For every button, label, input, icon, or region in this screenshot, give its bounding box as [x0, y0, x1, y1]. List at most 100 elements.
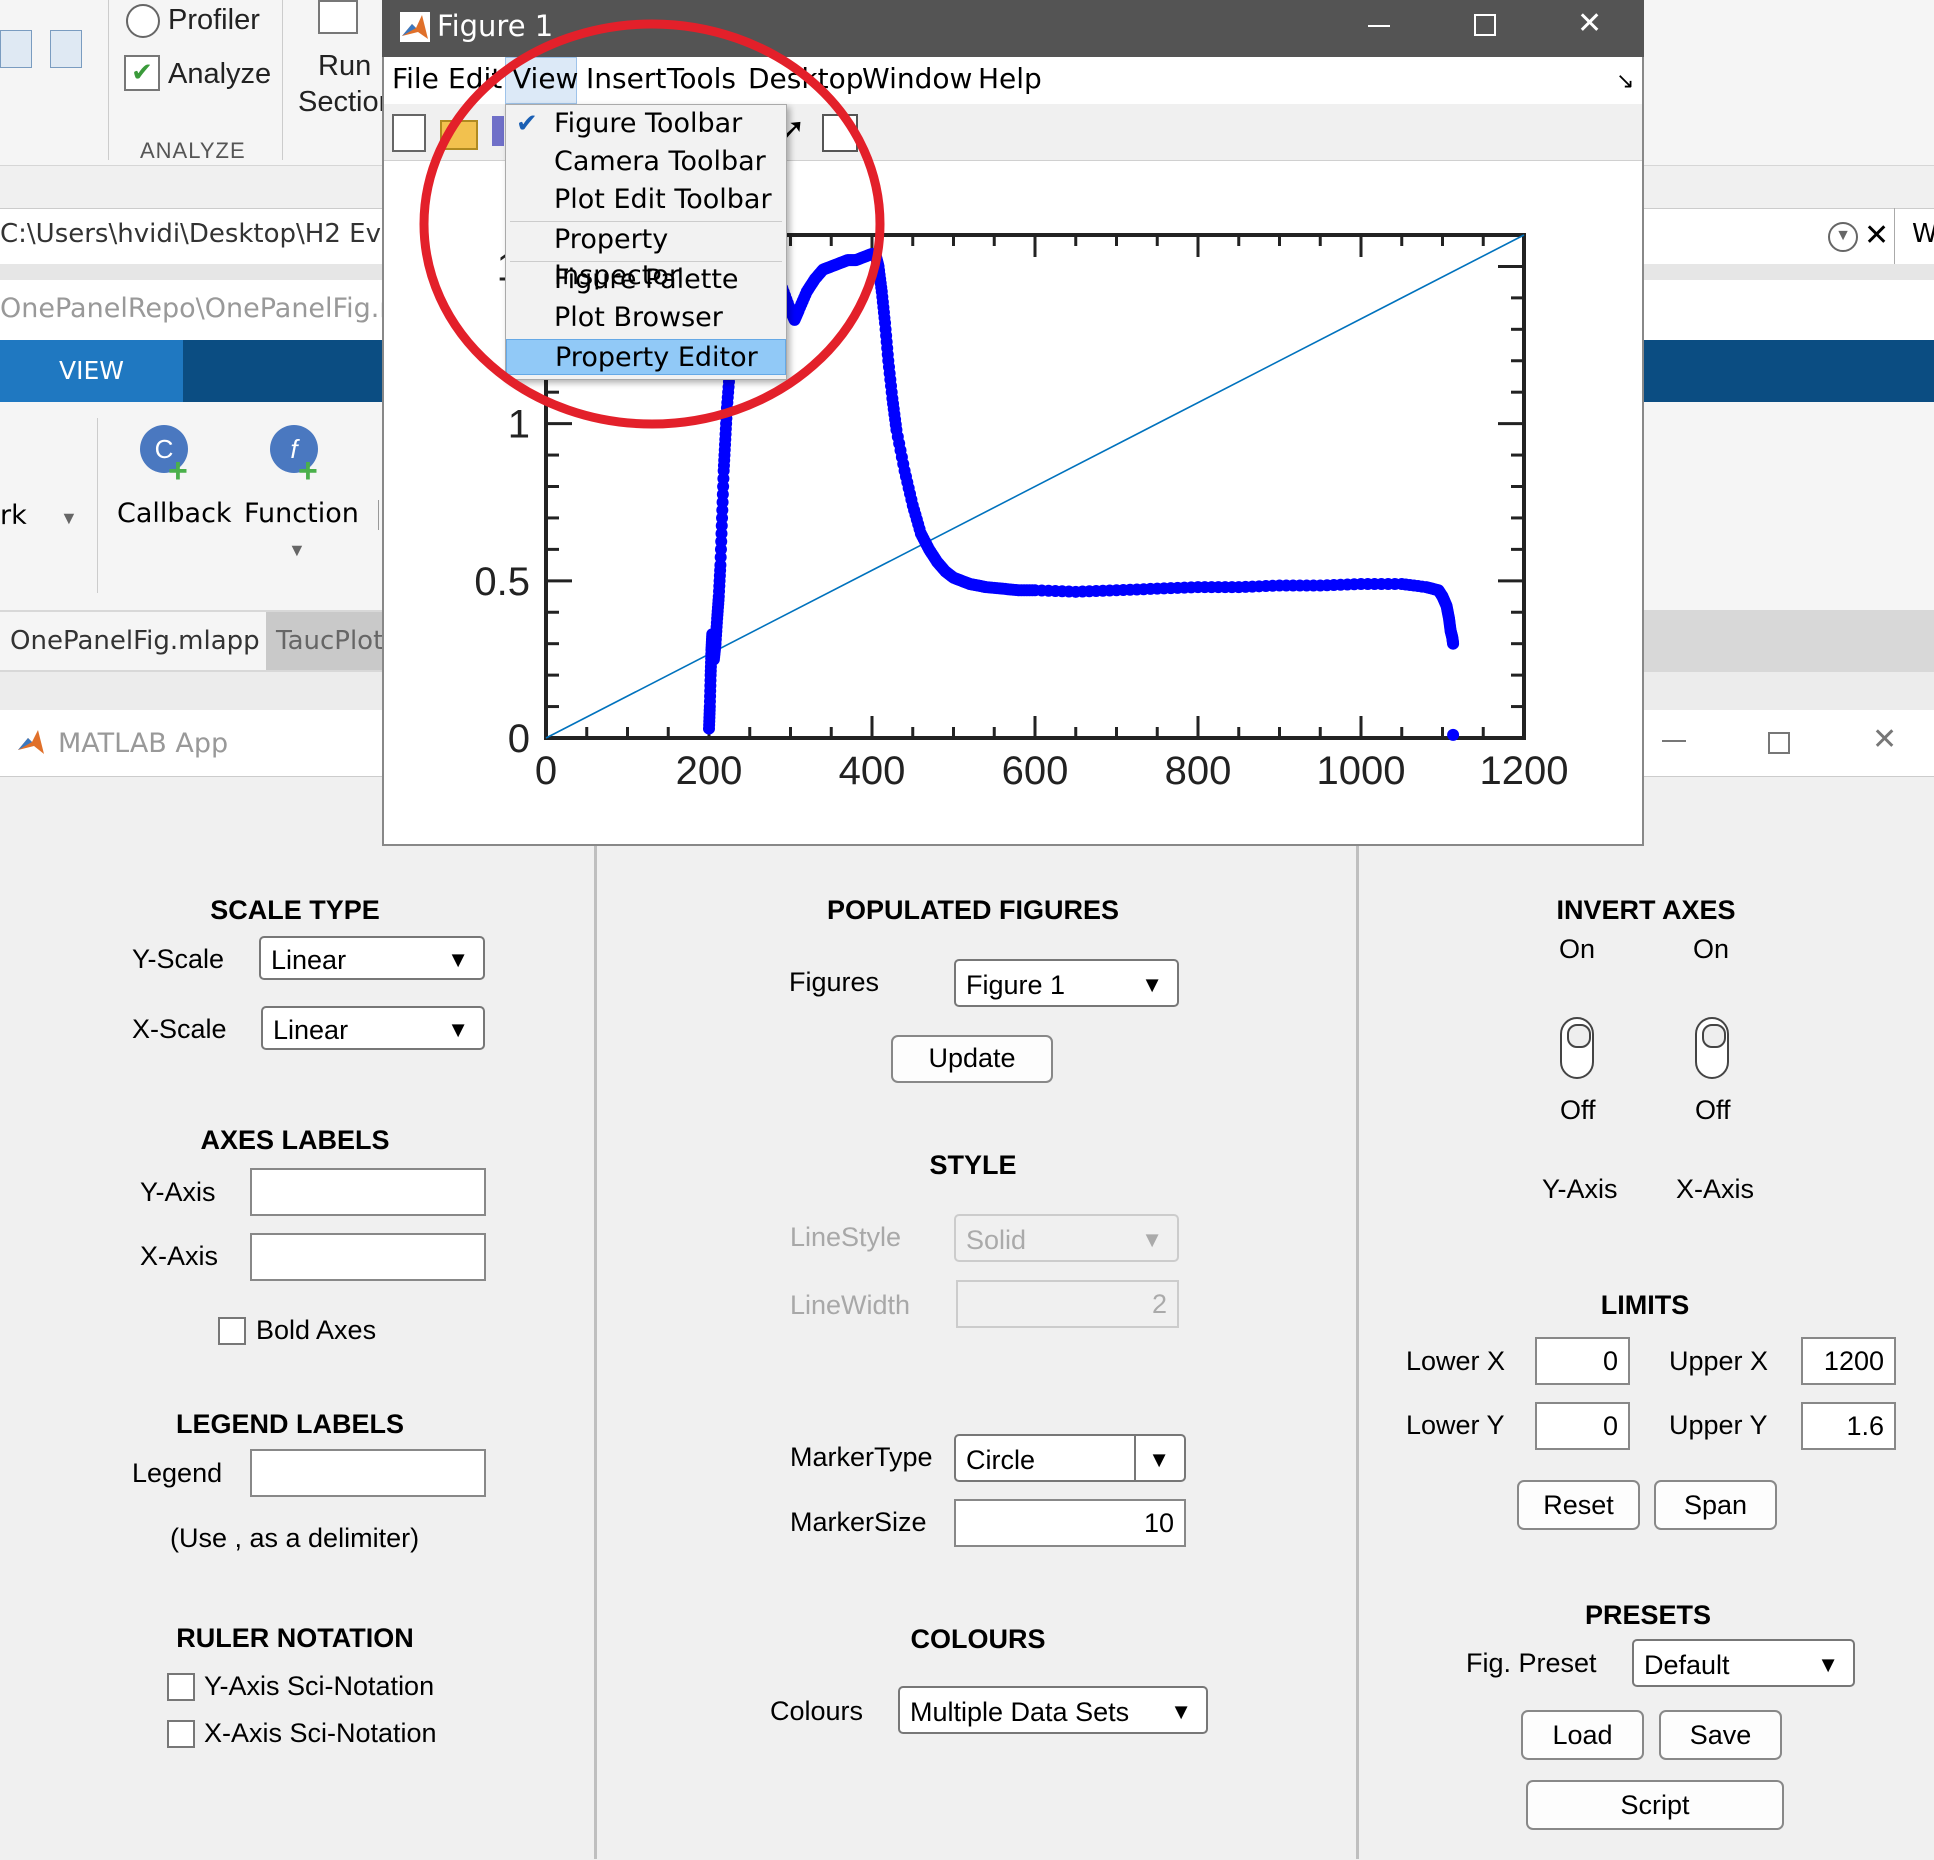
lower-y-input[interactable]: 0 [1535, 1402, 1630, 1450]
current-folder-path[interactable]: C:\Users\hvidi\Desktop\H2 Evolu [0, 219, 421, 249]
chevron-down-icon[interactable]: ▼ [288, 540, 306, 560]
tab-onepanelfig[interactable]: OnePanelFig.mlapp ✖ [0, 612, 275, 713]
x-tick-label: 400 [839, 749, 906, 793]
x-axis-invert-toggle[interactable] [1695, 1017, 1729, 1079]
profiler-button[interactable]: Profiler [168, 4, 260, 36]
invert-axes-header: INVERT AXES [1556, 895, 1736, 925]
ribbon-icon-1[interactable] [0, 30, 32, 68]
menu-item-property-inspector[interactable]: Property Inspector [554, 224, 680, 291]
x-invert-on-label: On [1693, 934, 1730, 964]
new-figure-icon[interactable] [392, 114, 426, 152]
load-button[interactable]: Load [1521, 1710, 1644, 1760]
axes-labels-header: AXES LABELS [200, 1125, 390, 1155]
close-icon[interactable]: ✕ [1872, 723, 1898, 756]
y-axis-label-input[interactable] [250, 1168, 486, 1216]
view-menu-dropdown: ✔ Figure Toolbar Camera Toolbar Plot Edi… [505, 104, 787, 380]
menu-item-plot-browser[interactable]: Plot Browser [554, 302, 723, 333]
upper-x-input[interactable]: 1200 [1801, 1337, 1896, 1385]
menu-tools[interactable]: Tools [667, 62, 736, 95]
close-icon[interactable]: ✕ [1577, 7, 1603, 40]
callback-button[interactable]: Callback [117, 498, 232, 529]
figures-label: Figures [789, 967, 880, 997]
style-header: STYLE [929, 1150, 1017, 1180]
x-axis-sci-notation-checkbox[interactable] [167, 1720, 195, 1748]
colours-dropdown[interactable]: Multiple Data Sets ▼ [898, 1686, 1208, 1734]
matlab-logo-icon [16, 728, 46, 758]
scale-type-header: SCALE TYPE [210, 895, 380, 925]
function-button[interactable]: Function [244, 498, 359, 529]
script-button[interactable]: Script [1526, 1780, 1784, 1830]
data-point [1447, 728, 1460, 741]
maximize-icon[interactable] [1474, 14, 1496, 36]
markertype-dropdown[interactable]: Circle ▼ [954, 1434, 1186, 1482]
panel-divider [1356, 776, 1359, 1859]
x-tick-label: 1200 [1480, 749, 1569, 793]
callback-icon[interactable]: C [140, 425, 188, 473]
tab-label: OnePanelFig.mlapp [10, 626, 260, 656]
span-button[interactable]: Span [1654, 1480, 1777, 1530]
y-invert-off-label: Off [1560, 1095, 1596, 1125]
menu-item-figure-toolbar[interactable]: Figure Toolbar [554, 108, 743, 139]
y-tick-label: 0.5 [474, 560, 530, 604]
fig-preset-dropdown[interactable]: Default ▼ [1632, 1639, 1855, 1687]
minimize-icon[interactable] [1662, 740, 1686, 742]
function-icon[interactable]: f [270, 425, 318, 473]
toolstrip-cut-label[interactable]: rk [0, 500, 27, 531]
toolstrip-divider [97, 418, 98, 593]
y-axis-sci-notation-checkbox[interactable] [167, 1673, 195, 1701]
linestyle-dropdown[interactable]: Solid ▼ [954, 1214, 1179, 1262]
lower-x-input[interactable]: 0 [1535, 1337, 1630, 1385]
y-tick-label: 1 [508, 403, 530, 447]
update-button[interactable]: Update [891, 1035, 1053, 1083]
y-scale-dropdown[interactable]: Linear ▼ [259, 936, 485, 980]
reset-button[interactable]: Reset [1517, 1480, 1640, 1530]
dropdown-arrow-icon: ▼ [447, 947, 469, 972]
save-icon[interactable] [492, 116, 504, 146]
matlab-logo-icon [400, 12, 430, 42]
data-point [1447, 637, 1460, 650]
legend-hint: (Use , as a delimiter) [170, 1523, 420, 1553]
menu-item-figure-palette[interactable]: Figure Palette [554, 264, 739, 295]
y-scale-label: Y-Scale [132, 944, 225, 974]
x-axis-label-input[interactable] [250, 1233, 486, 1281]
menu-help[interactable]: Help [978, 62, 1042, 95]
menu-insert[interactable]: Insert [586, 62, 667, 95]
x-invert-off-label: Off [1695, 1095, 1731, 1125]
folder-dropdown-icon[interactable]: ▼ [1828, 222, 1858, 252]
tab-taucplot[interactable]: TaucPlot [266, 612, 396, 670]
menu-window[interactable]: Window [862, 62, 973, 95]
run-section-label-1[interactable]: Run [318, 50, 372, 82]
menu-view[interactable]: View [512, 62, 579, 95]
dropdown-arrow-icon: ▼ [1170, 1699, 1192, 1724]
x-scale-dropdown[interactable]: Linear ▼ [261, 1006, 485, 1050]
menu-file[interactable]: File [392, 62, 439, 95]
app-designer-path: OnePanelRepo\OnePanelFig.mlap [0, 293, 447, 324]
dock-arrow-icon[interactable]: ↘ [1616, 68, 1635, 93]
presets-header: PRESETS [1584, 1600, 1712, 1630]
markersize-input[interactable]: 10 [954, 1499, 1186, 1547]
menu-item-camera-toolbar[interactable]: Camera Toolbar [554, 146, 766, 177]
figures-dropdown[interactable]: Figure 1 ▼ [954, 959, 1179, 1007]
tab-view[interactable]: VIEW [0, 340, 183, 402]
populated-figures-header: POPULATED FIGURES [826, 895, 1120, 925]
linewidth-input[interactable]: 2 [956, 1280, 1179, 1328]
menu-item-plot-edit-toolbar[interactable]: Plot Edit Toolbar [554, 184, 772, 215]
ribbon-icon-2[interactable] [50, 30, 82, 68]
run-section-label-2[interactable]: Section [298, 86, 395, 118]
legend-input[interactable] [250, 1449, 486, 1497]
y-axis-invert-toggle[interactable] [1560, 1017, 1594, 1079]
save-button[interactable]: Save [1659, 1710, 1782, 1760]
analyze-icon: ✔ [124, 55, 160, 91]
close-icon[interactable]: ✕ [1864, 219, 1890, 252]
upper-y-input[interactable]: 1.6 [1801, 1402, 1896, 1450]
analyze-button[interactable]: Analyze [168, 58, 272, 90]
maximize-icon[interactable] [1768, 732, 1790, 754]
menu-item-property-editor[interactable]: Property Editor [506, 339, 786, 375]
minimize-icon[interactable] [1368, 25, 1390, 27]
run-section-icon [318, 0, 358, 34]
check-icon: ✔ [516, 109, 538, 139]
y-axis-sci-notation-label: Y-Axis Sci-Notation [204, 1671, 435, 1701]
bold-axes-checkbox[interactable] [218, 1317, 246, 1345]
chevron-down-icon[interactable]: ▼ [60, 508, 78, 528]
x-tick-label: 800 [1165, 749, 1232, 793]
